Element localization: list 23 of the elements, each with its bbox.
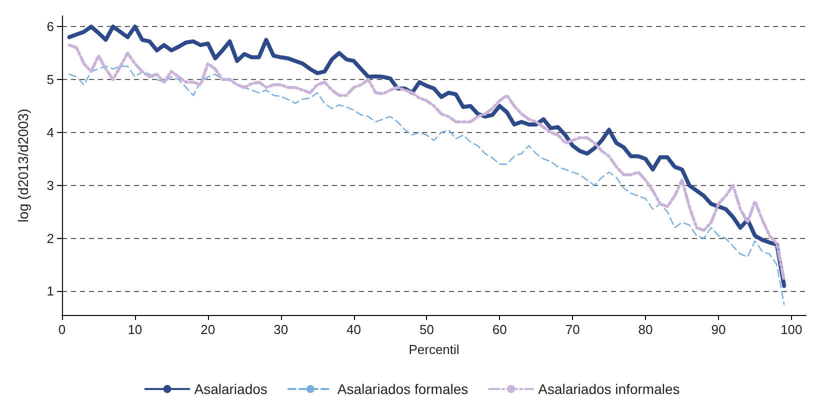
- legend-label: Asalariados formales: [337, 381, 468, 397]
- x-tick-label: 100: [780, 322, 802, 337]
- x-tick-label: 70: [565, 322, 580, 337]
- x-tick-label: 10: [128, 322, 142, 337]
- y-axis-title: log (d2013/d2003): [15, 108, 31, 222]
- y-tick-label: 1: [46, 284, 54, 299]
- x-tick-label: 50: [419, 322, 434, 337]
- line-series: [68, 66, 785, 306]
- y-tick-label: 4: [46, 124, 54, 140]
- x-axis-title: Percentil: [408, 342, 460, 357]
- y-tick-label: 3: [46, 178, 54, 193]
- x-tick-label: 0: [58, 322, 66, 337]
- x-tick-label: 20: [200, 322, 216, 337]
- legend-label: Asalariados: [194, 381, 268, 397]
- y-tick-label: 2: [46, 230, 54, 246]
- x-tick-label: 30: [274, 322, 288, 337]
- legend-label: Asalariados informales: [538, 381, 680, 397]
- y-tick-label: 6: [46, 19, 54, 34]
- x-tick-label: 60: [492, 322, 507, 337]
- x-tick-label: 90: [711, 322, 726, 337]
- y-tick-label: 5: [46, 72, 54, 88]
- x-tick-label: 40: [346, 322, 361, 337]
- x-tick-label: 80: [638, 322, 653, 337]
